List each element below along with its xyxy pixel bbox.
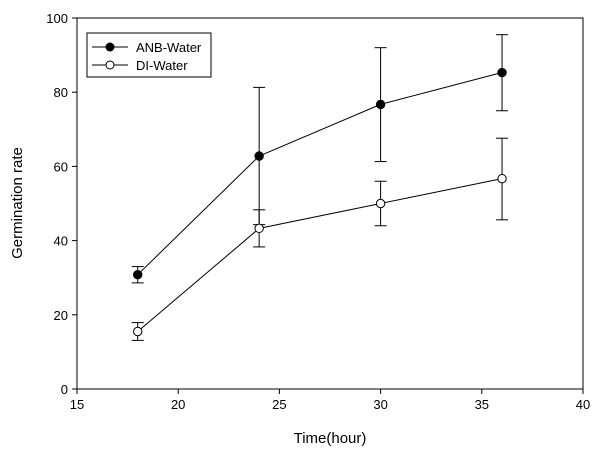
y-tick-label: 0: [61, 382, 68, 397]
y-axis: 0 20 40 60 80 100: [46, 11, 77, 397]
legend-marker-anb-water: [105, 42, 115, 52]
data-point-di-water: [375, 198, 386, 209]
series-line-di-water: [137, 178, 503, 332]
x-tick-label: 25: [272, 397, 286, 412]
legend-box: [86, 32, 212, 78]
legend-marker-di-water: [105, 60, 115, 70]
x-tick-label: 40: [576, 397, 590, 412]
y-axis-title: Germination rate: [9, 147, 26, 259]
y-tick-label: 40: [54, 234, 68, 249]
data-point-anb-water: [133, 270, 143, 280]
y-tick-label: 60: [54, 159, 68, 174]
x-tick-label: 35: [475, 397, 489, 412]
data-point-anb-water: [497, 67, 507, 78]
x-tick-label: 30: [373, 397, 387, 412]
data-point-anb-water: [375, 99, 386, 110]
y-tick-label: 80: [54, 85, 68, 100]
x-axis-title: Time(hour): [294, 430, 367, 447]
y-tick-label: 20: [54, 308, 68, 323]
data-point-di-water: [497, 173, 507, 184]
x-tick-label: 15: [70, 397, 84, 412]
x-axis: 15 20 25 30 35 40: [70, 389, 590, 412]
data-point-di-water: [254, 223, 264, 234]
series-line-anb-water: [137, 72, 503, 276]
legend-label-anb-water: ANB-Water: [136, 40, 202, 55]
y-tick-label: 100: [46, 11, 68, 26]
data-point-anb-water: [254, 151, 264, 161]
series-layer: [131, 34, 509, 341]
plot-frame: [76, 17, 584, 390]
legend: ANB-Water DI-Water: [86, 32, 212, 78]
data-point-di-water: [133, 326, 143, 337]
legend-label-di-water: DI-Water: [136, 58, 188, 73]
x-tick-label: 20: [171, 397, 185, 412]
